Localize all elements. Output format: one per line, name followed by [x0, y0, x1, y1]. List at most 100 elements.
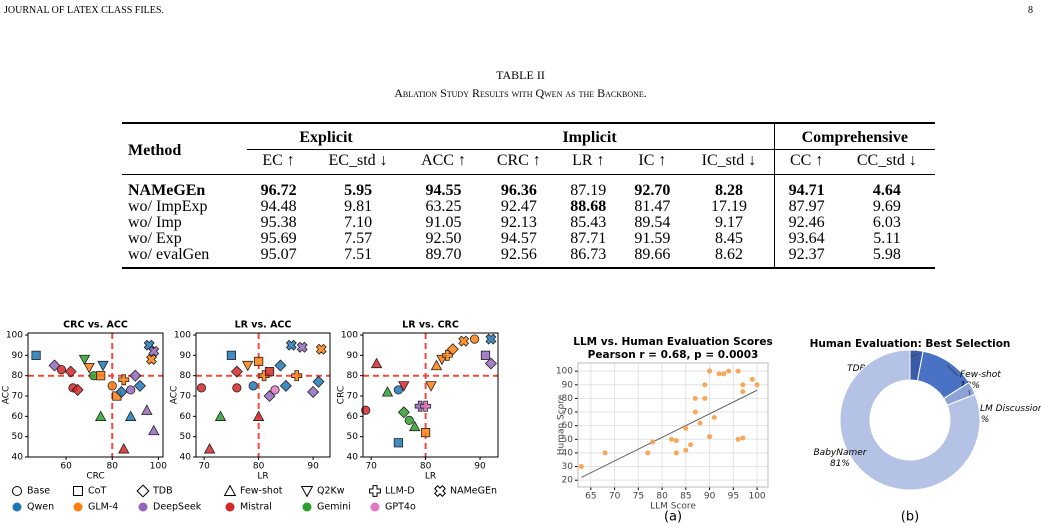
x-tick-label: 80	[656, 492, 668, 502]
y-tick-label: 50	[12, 432, 24, 442]
column-header: ACC ↑	[405, 149, 482, 175]
y-axis-label: ACC	[170, 386, 180, 405]
table-cell: 92.13	[500, 214, 537, 231]
table-cell: 9.17	[714, 214, 743, 231]
table-cell: 63.25	[425, 198, 462, 215]
x-tick-label: 90	[474, 462, 486, 472]
point	[702, 382, 708, 388]
legend-label: Q2Kw	[317, 486, 345, 497]
table-cell: 95.07	[260, 246, 297, 263]
table-cell: 89.70	[425, 246, 462, 263]
y-tick-label: 30	[562, 462, 574, 472]
point	[370, 357, 383, 369]
point	[650, 439, 656, 445]
chart-title: CRC vs. ACC	[63, 320, 128, 331]
y-tick-label: 70	[180, 392, 192, 402]
point	[673, 450, 679, 456]
marker	[300, 486, 314, 498]
chart-subtitle: Pearson r = 0.68, p = 0.0003	[588, 349, 759, 361]
table-cell: 9.81	[344, 198, 373, 215]
point	[578, 464, 584, 470]
table-cell: 5.95	[344, 182, 373, 199]
point	[458, 335, 470, 347]
chart-title: LR vs. ACC	[235, 320, 292, 331]
table-cell: 9.69	[872, 198, 901, 215]
table-cell: 95.38	[260, 214, 297, 231]
point	[263, 389, 276, 403]
marker	[223, 484, 237, 496]
table-cell: 89.66	[634, 246, 671, 263]
point	[148, 424, 160, 436]
table-cell: 92.47	[500, 198, 537, 215]
point	[242, 360, 254, 372]
x-tick-label: 60	[60, 462, 72, 472]
y-tick-label: 100	[174, 331, 191, 341]
y-tick-label: 80	[347, 371, 359, 381]
point	[404, 415, 414, 426]
legend-label: DeepSeek	[153, 502, 202, 513]
table-cell: 81.47	[634, 198, 671, 215]
y-tick-label: 40	[180, 453, 192, 463]
marker	[136, 484, 150, 498]
corner-header: Method	[122, 123, 247, 175]
slice-name: LLM Discussion	[975, 404, 1041, 414]
chart-title: LLM vs. Human Evaluation Scores	[573, 336, 772, 348]
table-row: NAMeGEn 96.72 5.95 94.55 96.36 87.19 92.70 8.28…	[122, 174, 935, 199]
header-row: Method Explicit Implicit Comprehensive	[122, 123, 935, 175]
table-cell: 94.55	[425, 182, 462, 199]
point	[214, 410, 227, 421]
marker	[434, 485, 446, 497]
point	[446, 343, 459, 356]
y-axis-label: ACC	[2, 386, 12, 405]
plot-frame	[577, 362, 769, 488]
y-axis-label: Human Score	[557, 394, 567, 455]
plot-frame	[27, 332, 164, 458]
point	[702, 395, 708, 401]
x-tick-label: 75	[633, 492, 644, 502]
x-axis-label: LR	[425, 472, 436, 482]
plot-frame	[362, 332, 499, 458]
point	[264, 367, 275, 377]
point	[118, 374, 130, 386]
point	[707, 434, 713, 440]
y-tick-label: 90	[12, 351, 24, 361]
point	[683, 425, 689, 431]
slice-value: 3%	[975, 415, 989, 425]
y-tick-label: 40	[562, 448, 574, 458]
x-tick-label: 100	[150, 462, 167, 472]
point	[397, 406, 410, 419]
y-tick-label: 80	[12, 371, 24, 381]
point	[697, 420, 703, 426]
pie-slice	[839, 349, 981, 491]
legend-label: Few-shot	[240, 486, 283, 497]
group-header: Explicit	[246, 123, 406, 150]
point	[254, 356, 264, 367]
y-tick-label: 80	[562, 394, 574, 404]
y-tick-label: 70	[347, 392, 359, 402]
legend-label: GLM-4	[88, 502, 118, 513]
table-cell: 87.19	[570, 182, 607, 199]
table-cell: 92.56	[500, 246, 537, 263]
point	[749, 376, 755, 382]
point	[107, 381, 117, 391]
table-cell: 92.46	[773, 215, 839, 231]
point	[315, 343, 327, 355]
point	[711, 415, 717, 421]
table-label: TABLE II	[496, 68, 545, 82]
point	[226, 350, 237, 360]
legend-label: NAMeGEn	[450, 486, 497, 497]
table-row: wo/ ImpExp 94.48 9.81 63.25 92.47 88.68 81.47 1…	[122, 199, 935, 215]
table-cell: 6.03	[872, 214, 901, 231]
table-cell: 91.05	[425, 214, 462, 231]
point	[669, 436, 675, 442]
y-tick-label: 100	[341, 331, 358, 341]
column-header: LR ↑	[556, 149, 621, 175]
column-header: CC_std ↓	[838, 149, 935, 175]
method-name: wo/ ImpExp	[128, 198, 208, 215]
y-tick-label: 70	[562, 408, 574, 418]
point	[312, 375, 325, 388]
legend-label: TDB	[152, 486, 173, 497]
table-cell: 96.36	[500, 182, 537, 199]
x-tick-label: 65	[585, 492, 596, 502]
